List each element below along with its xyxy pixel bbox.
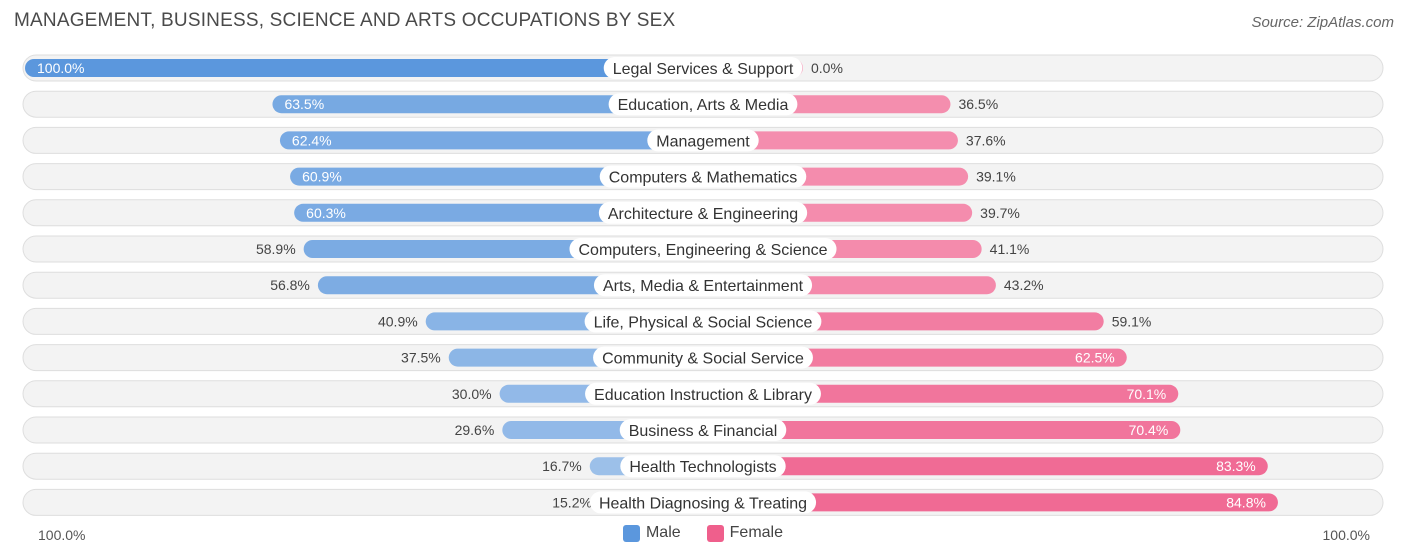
value-label-male: 15.2%: [552, 494, 592, 510]
legend-label-female: Female: [729, 524, 784, 541]
value-label-male: 58.9%: [256, 241, 296, 257]
legend: Male Female: [0, 524, 1406, 542]
legend-item-male[interactable]: Male: [622, 524, 681, 542]
bar-male[interactable]: [290, 167, 703, 186]
category-label: Legal Services & Support: [613, 61, 794, 78]
axis-label-left: 100.0%: [38, 527, 86, 543]
value-label-male: 63.5%: [284, 96, 324, 112]
bar-row: 63.5% 36.5% Education, Arts & Media: [22, 90, 1384, 118]
legend-swatch-male: [622, 524, 640, 542]
category-label: Business & Financial: [629, 423, 778, 440]
bar-row: 15.2% 84.8% Health Diagnosing & Treating: [22, 488, 1384, 516]
value-label-female: 62.5%: [1075, 350, 1115, 366]
bar-row: 58.9% 41.1% Computers, Engineering & Scien…: [22, 235, 1384, 263]
category-pill: [593, 346, 813, 369]
bar-row: 60.3% 39.7% Architecture & Engineering: [22, 199, 1384, 227]
category-pill: [608, 93, 798, 116]
diverging-bar-chart: 100.0% 0.0% Legal Services & Support 63.5% 3…: [22, 54, 1384, 516]
value-label-female: 59.1%: [1112, 313, 1152, 329]
bar-row: 30.0% 70.1% Education Instruction & Librar…: [22, 380, 1384, 408]
value-label-male: 16.7%: [542, 458, 582, 474]
category-pill: [619, 419, 787, 441]
value-label-female: 70.1%: [1127, 386, 1167, 402]
category-pill: [584, 310, 822, 333]
bar-male[interactable]: [25, 59, 703, 77]
category-pill: [620, 455, 786, 478]
value-label-male: 30.0%: [452, 386, 492, 402]
category-label: Computers, Engineering & Science: [578, 242, 827, 259]
value-label-male: 62.4%: [292, 132, 332, 148]
category-label: Management: [656, 133, 750, 150]
bar-female[interactable]: [703, 493, 1278, 512]
chart-source: Source: ZipAtlas.com: [1251, 14, 1394, 31]
category-label: Health Diagnosing & Treating: [599, 495, 807, 512]
legend-item-female[interactable]: Female: [706, 524, 784, 542]
bar-male[interactable]: [279, 131, 703, 150]
legend-swatch-female: [706, 524, 724, 542]
value-label-male: 56.8%: [270, 277, 310, 293]
category-pill: [593, 274, 813, 297]
category-label: Education, Arts & Media: [618, 97, 789, 114]
axis-label-right: 100.0%: [1322, 527, 1370, 543]
value-label-female: 39.7%: [980, 205, 1020, 221]
value-label-female: 37.6%: [966, 132, 1006, 148]
value-label-female: 70.4%: [1129, 422, 1169, 438]
bar-female[interactable]: [703, 457, 1268, 476]
value-label-female: 83.3%: [1216, 458, 1256, 474]
bar-row: 60.9% 39.1% Computers & Mathematics: [22, 163, 1384, 191]
bar-female[interactable]: [703, 384, 1179, 403]
category-label: Education Instruction & Library: [594, 387, 812, 404]
category-pill: [603, 57, 803, 79]
value-label-male: 37.5%: [401, 350, 441, 366]
category-pill: [599, 165, 807, 188]
category-label: Architecture & Engineering: [608, 206, 798, 223]
category-label: Community & Social Service: [602, 351, 804, 368]
value-label-female: 84.8%: [1226, 494, 1266, 510]
value-label-male: 60.3%: [306, 205, 346, 221]
category-label: Computers & Mathematics: [609, 170, 798, 187]
value-label-female: 43.2%: [1004, 277, 1044, 293]
category-pill: [598, 201, 808, 224]
value-label-female: 36.5%: [958, 96, 998, 112]
category-pill: [569, 238, 837, 260]
value-label-male: 40.9%: [378, 313, 418, 329]
bar-row: 37.5% 62.5% Community & Social Service: [22, 344, 1384, 372]
bar-male[interactable]: [272, 95, 703, 114]
category-pill: [589, 491, 817, 514]
value-label-female: 39.1%: [976, 169, 1016, 185]
category-label: Arts, Media & Entertainment: [603, 278, 804, 295]
bar-row: 40.9% 59.1% Life, Physical & Social Scienc…: [22, 307, 1384, 335]
value-label-male: 100.0%: [37, 60, 84, 76]
category-pill: [647, 129, 759, 152]
category-label: Health Technologists: [629, 459, 776, 476]
bar-row: 16.7% 83.3% Health Technologists: [22, 452, 1384, 480]
legend-label-male: Male: [645, 524, 681, 541]
bar-female[interactable]: [703, 131, 958, 150]
bar-row: 29.6% 70.4% Business & Financial: [22, 416, 1384, 444]
bar-row: 56.8% 43.2% Arts, Media & Entertainment: [22, 271, 1384, 299]
chart-title: MANAGEMENT, BUSINESS, SCIENCE AND ARTS O…: [14, 10, 676, 31]
value-label-female: 0.0%: [811, 60, 843, 76]
category-pill: [585, 382, 821, 405]
category-label: Life, Physical & Social Science: [594, 314, 813, 331]
bar-row: 62.4% 37.6% Management: [22, 126, 1384, 154]
bar-row: 100.0% 0.0% Legal Services & Support: [22, 54, 1384, 82]
value-label-female: 41.1%: [990, 241, 1030, 257]
value-label-male: 29.6%: [455, 422, 495, 438]
value-label-male: 60.9%: [302, 169, 342, 185]
bar-female[interactable]: [703, 421, 1181, 439]
